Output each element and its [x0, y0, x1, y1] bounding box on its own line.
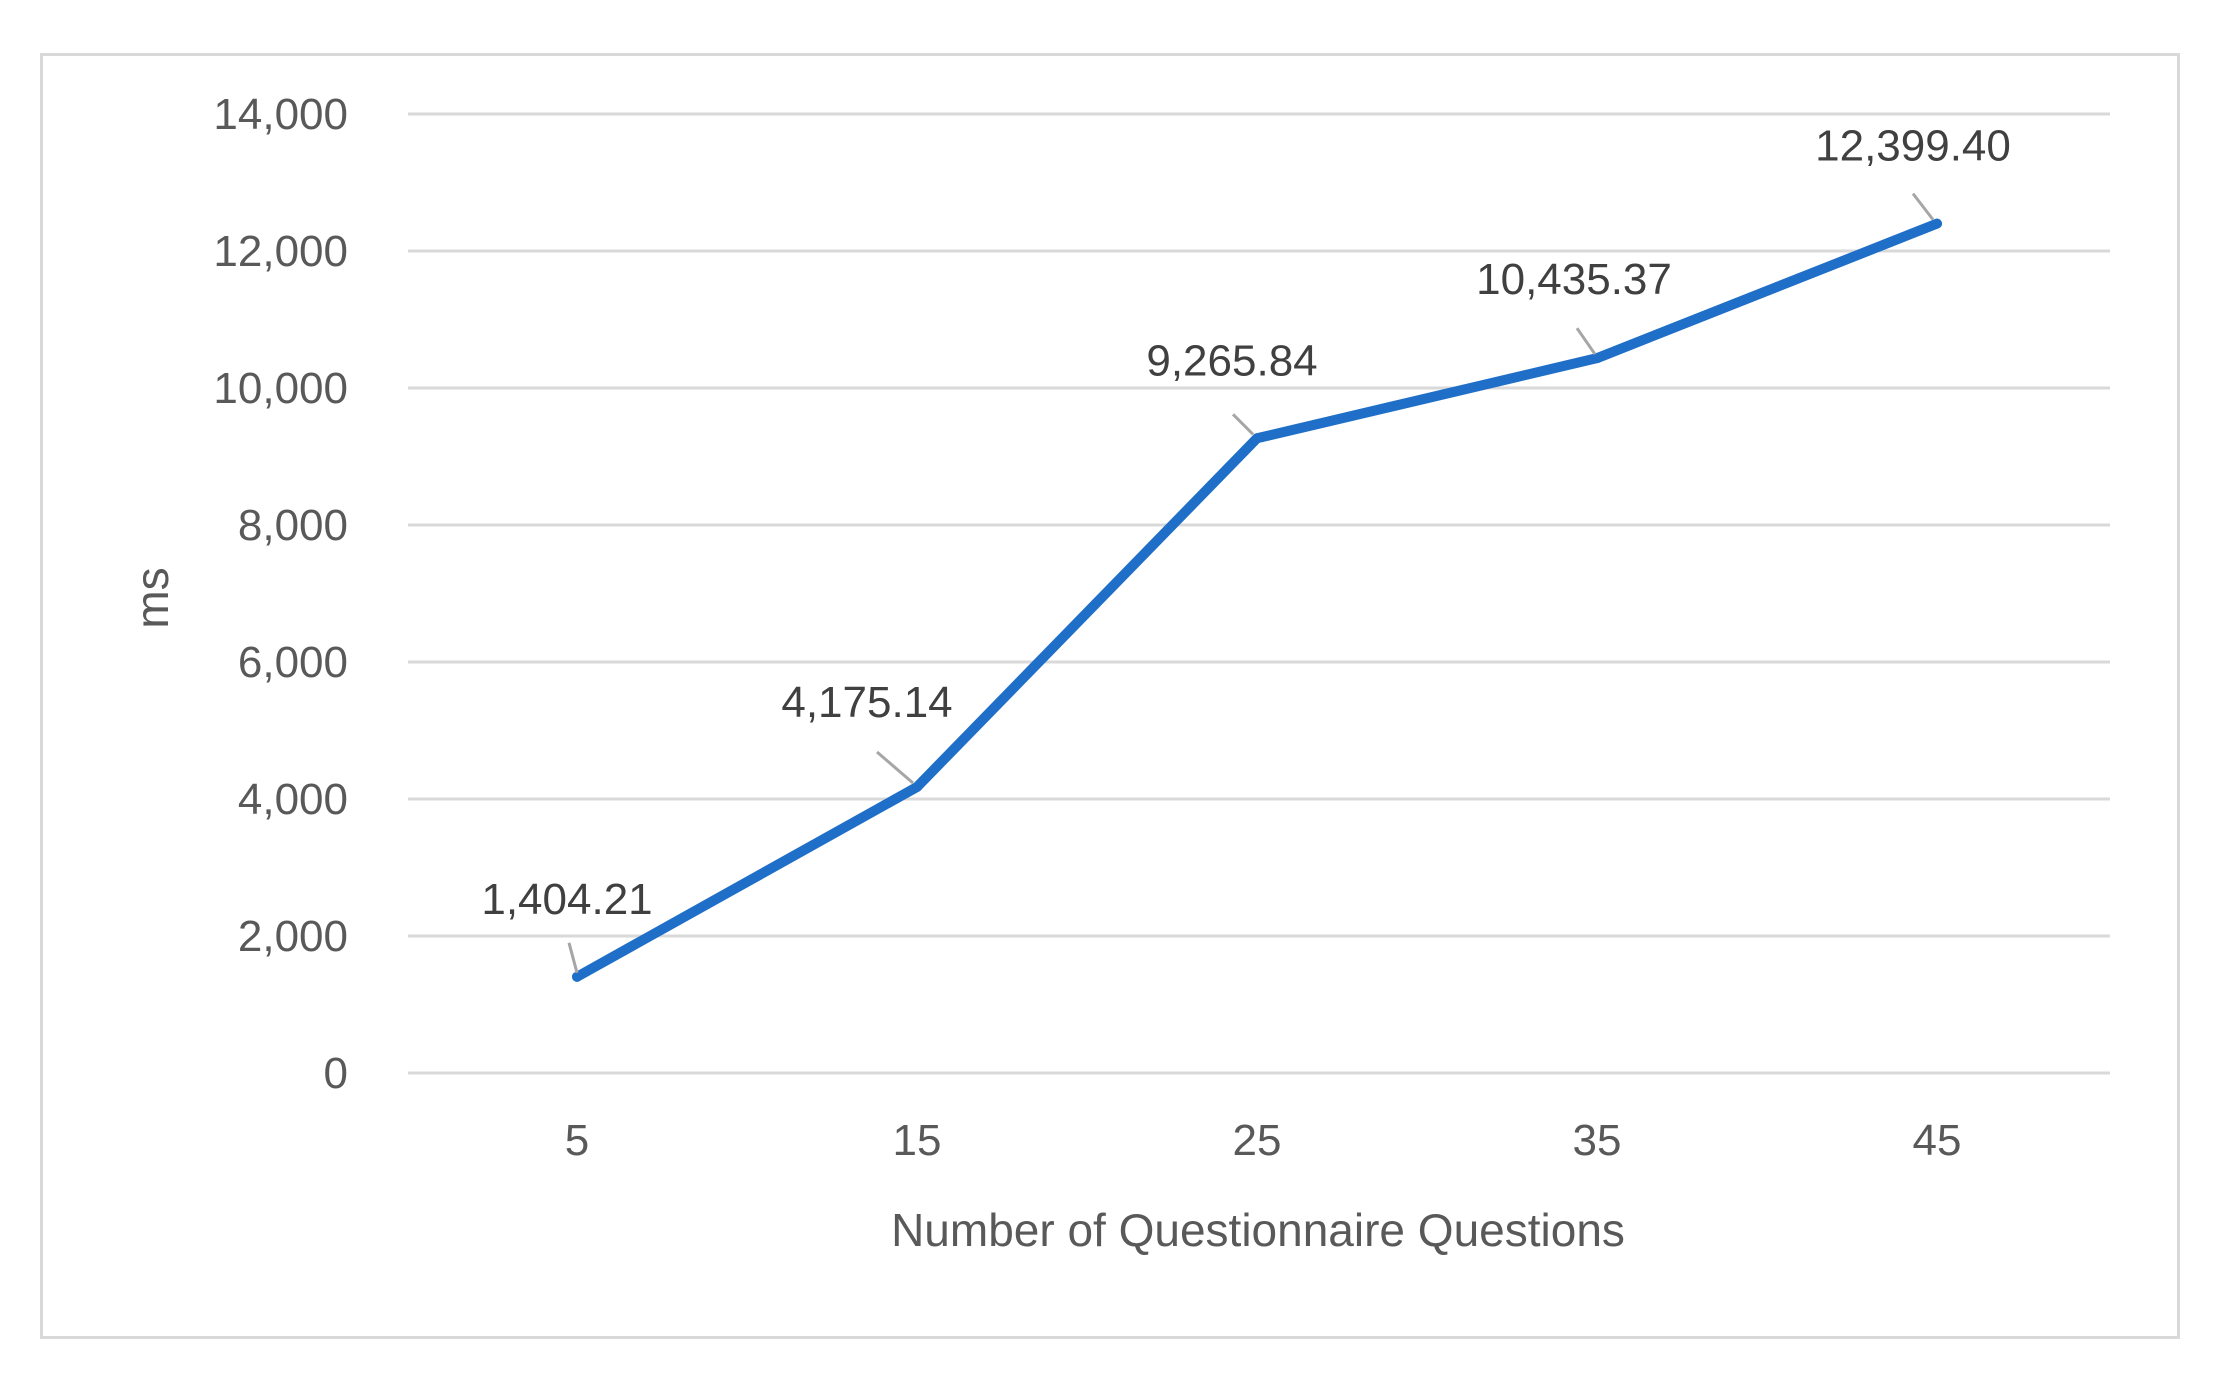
leader-line [1231, 413, 1255, 436]
y-tick-label: 10,000 [213, 364, 348, 413]
data-point [1932, 218, 1942, 229]
data-label: 10,435.37 [1476, 255, 1672, 304]
leader-line [876, 750, 914, 785]
data-label-leaders [567, 192, 1935, 974]
data-point [572, 971, 582, 982]
leader-line [1575, 327, 1597, 356]
y-tick-label: 2,000 [238, 912, 348, 961]
x-tick-label: 15 [893, 1116, 942, 1165]
y-tick-label: 4,000 [238, 775, 348, 824]
x-tick-label: 45 [1913, 1116, 1962, 1165]
data-label: 9,265.84 [1146, 336, 1317, 385]
y-tick-label: 6,000 [238, 638, 348, 687]
data-label: 4,175.14 [781, 678, 952, 727]
data-label: 1,404.21 [481, 875, 652, 924]
data-point [1592, 353, 1602, 364]
series-layer [572, 218, 1942, 982]
x-tick-label: 35 [1573, 1116, 1622, 1165]
y-axis-title: ms [126, 567, 178, 628]
y-tick-label: 0 [324, 1049, 348, 1098]
data-point [912, 782, 922, 793]
x-axis-ticks: 5 15 25 35 45 [565, 1116, 1962, 1165]
x-axis-title: Number of Questionnaire Questions [891, 1204, 1625, 1256]
data-label: 12,399.40 [1815, 122, 2011, 171]
y-axis-ticks: 0 2,000 4,000 6,000 8,000 10,000 12,000 14,000 [213, 90, 348, 1098]
data-point [1252, 433, 1262, 444]
y-tick-label: 8,000 [238, 501, 348, 550]
x-tick-label: 5 [565, 1116, 589, 1165]
leader-line [567, 942, 579, 974]
data-labels: 1,404.21 4,175.14 9,265.84 10,435.37 12,399.… [481, 122, 2011, 924]
gridlines [408, 112, 2110, 1075]
x-tick-label: 25 [1233, 1116, 1282, 1165]
y-tick-label: 12,000 [213, 227, 348, 276]
leader-line [1911, 192, 1935, 221]
y-tick-label: 14,000 [213, 90, 348, 139]
